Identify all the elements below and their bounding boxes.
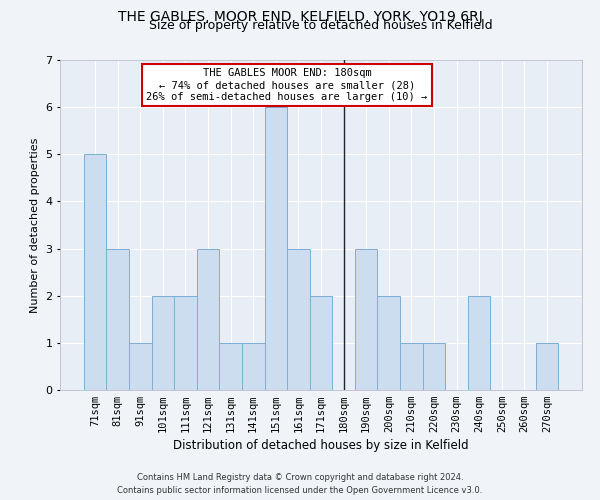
Bar xyxy=(355,248,377,390)
Bar xyxy=(174,296,197,390)
Y-axis label: Number of detached properties: Number of detached properties xyxy=(29,138,40,312)
Bar xyxy=(265,107,287,390)
Bar xyxy=(468,296,490,390)
Bar xyxy=(220,343,242,390)
Bar xyxy=(422,343,445,390)
Bar xyxy=(197,248,220,390)
Bar xyxy=(536,343,558,390)
Bar xyxy=(377,296,400,390)
Bar xyxy=(242,343,265,390)
Bar xyxy=(400,343,422,390)
Bar xyxy=(106,248,129,390)
Bar xyxy=(287,248,310,390)
Bar xyxy=(84,154,106,390)
X-axis label: Distribution of detached houses by size in Kelfield: Distribution of detached houses by size … xyxy=(173,440,469,452)
Text: Contains HM Land Registry data © Crown copyright and database right 2024.
Contai: Contains HM Land Registry data © Crown c… xyxy=(118,474,482,495)
Bar xyxy=(152,296,174,390)
Bar xyxy=(129,343,152,390)
Title: Size of property relative to detached houses in Kelfield: Size of property relative to detached ho… xyxy=(149,20,493,32)
Text: THE GABLES MOOR END: 180sqm
← 74% of detached houses are smaller (28)
26% of sem: THE GABLES MOOR END: 180sqm ← 74% of det… xyxy=(146,68,428,102)
Bar xyxy=(310,296,332,390)
Text: THE GABLES, MOOR END, KELFIELD, YORK, YO19 6RJ: THE GABLES, MOOR END, KELFIELD, YORK, YO… xyxy=(118,10,482,24)
